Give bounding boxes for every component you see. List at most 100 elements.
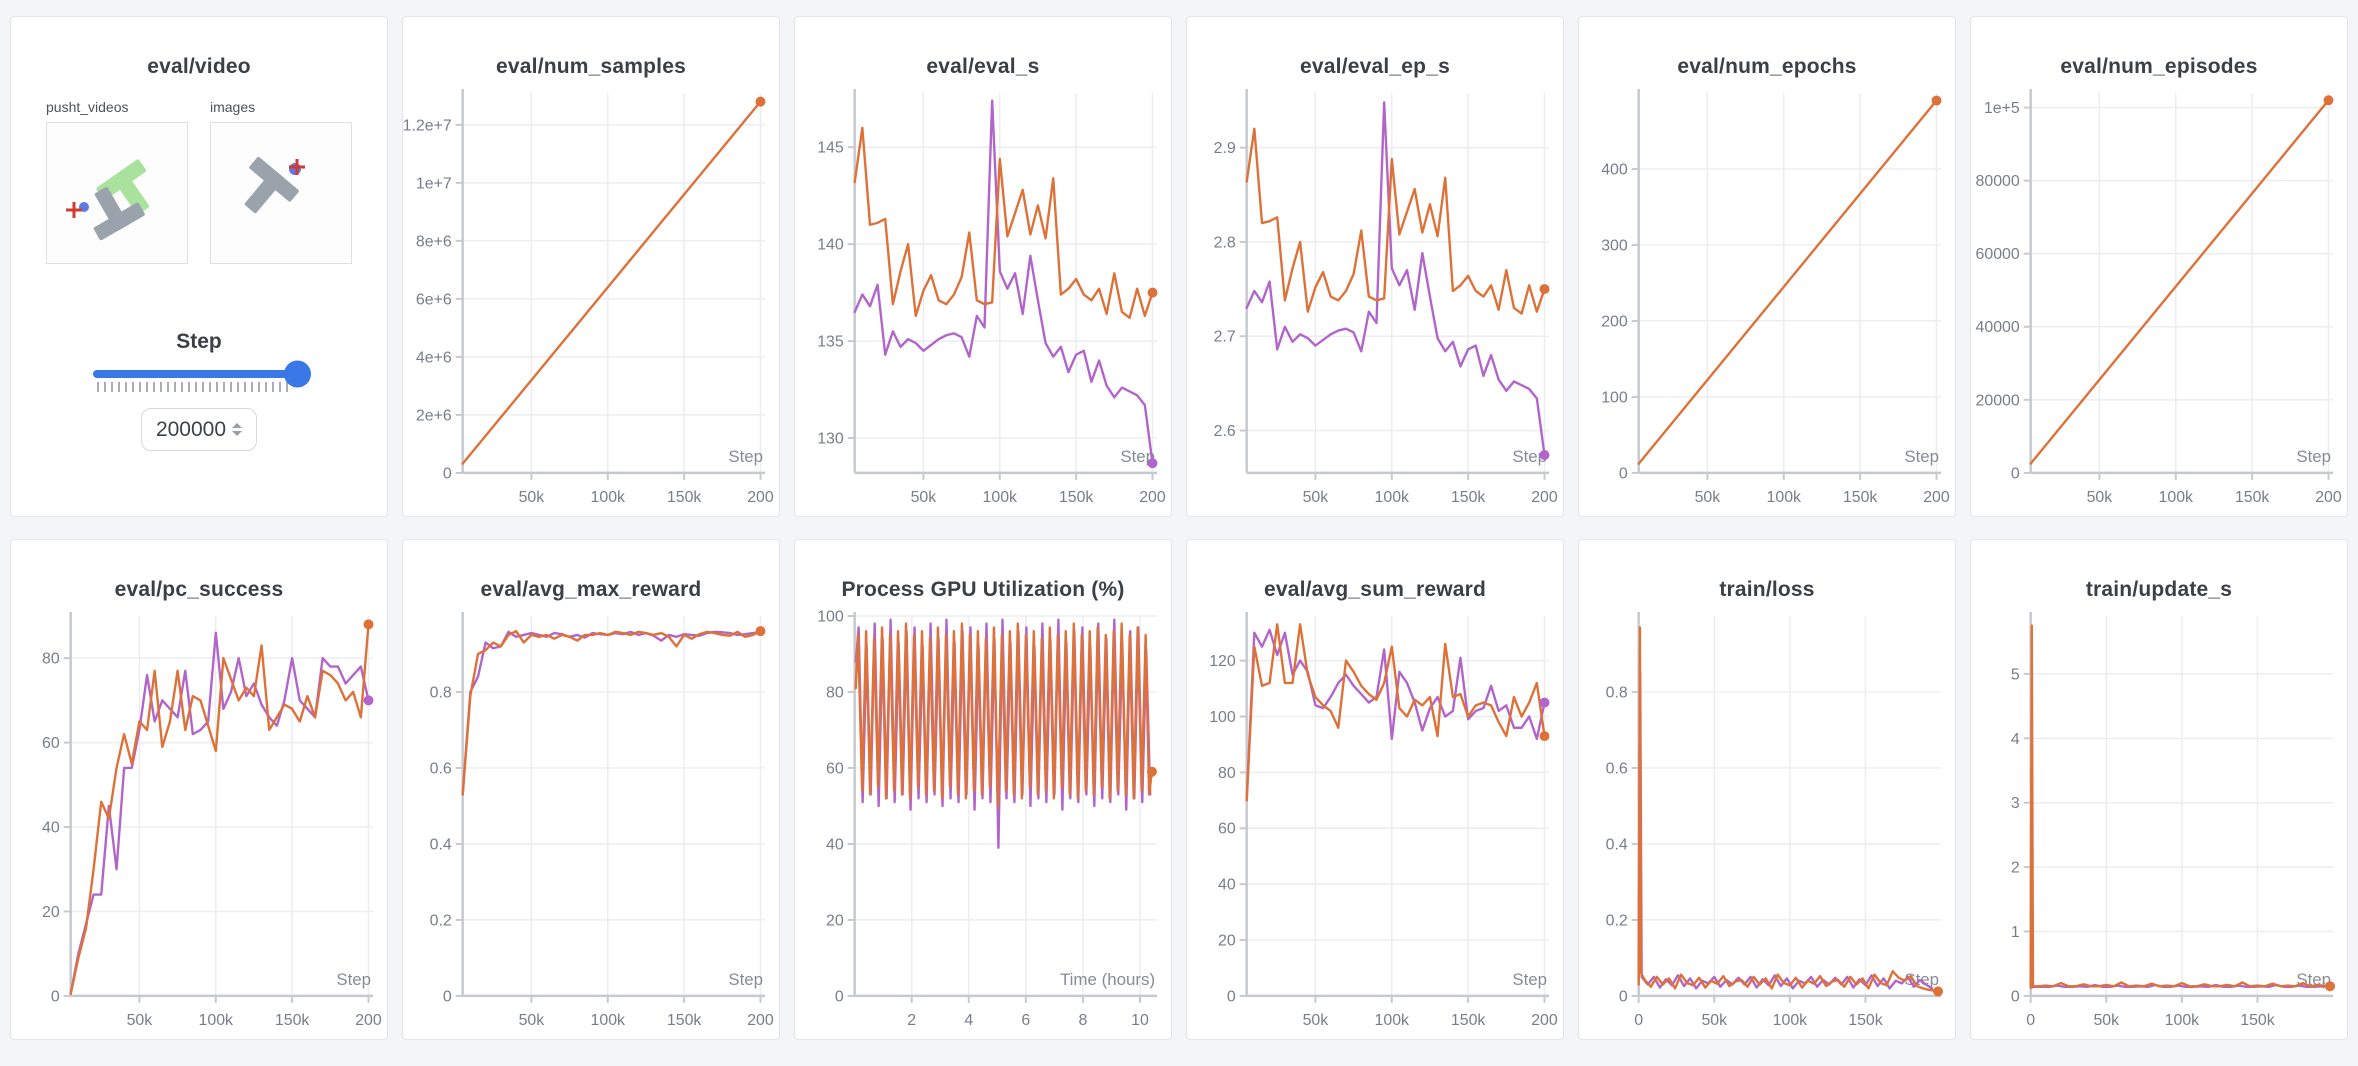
line-chart[interactable]: 2.6 2.7 2.8 2.9 50k 100k 150k 200 Step <box>1187 83 1563 517</box>
stepper-up-icon[interactable] <box>232 423 243 428</box>
svg-text:60: 60 <box>826 760 844 777</box>
images-thumbnail[interactable] <box>210 122 352 264</box>
svg-text:150k: 150k <box>1843 489 1878 506</box>
line-chart[interactable]: 130 135 140 145 50k 100k 150k 200 Step <box>795 83 1171 517</box>
svg-text:5: 5 <box>2011 666 2020 683</box>
svg-text:135: 135 <box>817 334 844 351</box>
svg-text:50k: 50k <box>1303 489 1329 506</box>
svg-text:100k: 100k <box>591 489 626 506</box>
step-slider-track[interactable] <box>93 360 311 388</box>
step-value-input[interactable]: 200000 <box>141 408 257 451</box>
panel-title: eval/num_epochs <box>1677 55 1857 78</box>
svg-text:60: 60 <box>42 735 60 752</box>
svg-text:80: 80 <box>826 684 844 701</box>
svg-text:400: 400 <box>1601 161 1628 178</box>
svg-text:80000: 80000 <box>1976 173 2020 190</box>
svg-text:50k: 50k <box>1701 1012 1727 1029</box>
line-chart[interactable]: 0 20000 40000 60000 80000 1e+5 50k 100k 150k 200 S… <box>1971 83 2347 517</box>
svg-text:150k: 150k <box>1451 489 1486 506</box>
svg-text:150k: 150k <box>275 1012 310 1029</box>
svg-text:50k: 50k <box>1695 489 1721 506</box>
svg-text:0: 0 <box>443 988 452 1005</box>
svg-text:2.7: 2.7 <box>1214 329 1236 346</box>
line-chart[interactable]: 0 2e+6 4e+6 6e+6 8e+6 1e+7 1.2e+7 50k 100k 150k 20… <box>403 83 779 517</box>
svg-text:2e+6: 2e+6 <box>416 407 452 424</box>
line-chart[interactable]: 0 20 40 60 80 50k 100k 150k 200 Step <box>11 606 387 1040</box>
media-item-pusht-videos: pusht_videos <box>46 99 188 264</box>
svg-text:300: 300 <box>1601 237 1628 254</box>
panel-eval-num-episodes[interactable]: eval/num_episodes 0 20000 40000 60000 80000 1… <box>1970 16 2348 517</box>
panel-eval-num-epochs[interactable]: eval/num_epochs 0 100 200 300 400 50k 100k 150k… <box>1578 16 1956 517</box>
svg-text:200: 200 <box>2315 489 2342 506</box>
panel-eval-avg-sum-reward[interactable]: eval/avg_sum_reward 0 20 40 60 80 100 120 50k 10… <box>1186 539 1564 1040</box>
step-slider-block: Step 200000 <box>11 330 387 451</box>
svg-text:2.8: 2.8 <box>1214 234 1236 251</box>
svg-text:0: 0 <box>51 988 60 1005</box>
svg-text:Step: Step <box>1512 447 1547 466</box>
line-chart[interactable]: 0 20 40 60 80 100 120 50k 100k 150k 200 Step <box>1187 606 1563 1040</box>
svg-text:100k: 100k <box>591 1012 626 1029</box>
svg-text:150k: 150k <box>2235 489 2270 506</box>
svg-text:200: 200 <box>747 489 774 506</box>
panel-eval-video[interactable]: eval/video pusht_videos <box>10 16 388 517</box>
svg-text:150k: 150k <box>1848 1012 1883 1029</box>
svg-text:200: 200 <box>1531 1012 1558 1029</box>
panel-title: eval/eval_s <box>926 55 1040 78</box>
svg-text:100: 100 <box>1209 709 1236 726</box>
line-chart[interactable]: 0 0.2 0.4 0.6 0.8 50k 100k 150k 200 Step <box>403 606 779 1040</box>
svg-text:0.6: 0.6 <box>430 760 452 777</box>
media-row: pusht_videos <box>46 99 352 264</box>
svg-text:50k: 50k <box>1303 1012 1329 1029</box>
svg-text:200: 200 <box>1531 489 1558 506</box>
panel-title: eval/video <box>147 55 251 78</box>
step-slider-thumb[interactable] <box>284 360 311 388</box>
line-chart[interactable]: 0 100 200 300 400 50k 100k 150k 200 Step <box>1579 83 1955 517</box>
panel-title: eval/num_episodes <box>2060 55 2258 78</box>
line-chart[interactable]: 0 20 40 60 80 100 2 4 6 8 10 Time (hours) <box>795 606 1171 1040</box>
svg-text:0.4: 0.4 <box>1606 836 1628 853</box>
svg-text:Step: Step <box>728 970 763 989</box>
svg-text:1.2e+7: 1.2e+7 <box>403 117 452 134</box>
svg-text:0: 0 <box>2011 988 2020 1005</box>
panel-title: eval/avg_sum_reward <box>1263 578 1487 601</box>
svg-text:0: 0 <box>835 988 844 1005</box>
panel-train-update-s[interactable]: train/update_s 0 1 2 3 4 5 0 50k 100k 150k Step <box>1970 539 2348 1040</box>
svg-text:50k: 50k <box>519 1012 545 1029</box>
svg-text:100k: 100k <box>2165 1012 2200 1029</box>
svg-text:200: 200 <box>747 1012 774 1029</box>
step-slider-tick-marks <box>97 382 293 392</box>
svg-text:2.9: 2.9 <box>1214 140 1236 157</box>
svg-text:50k: 50k <box>911 489 937 506</box>
panel-eval-pc-success[interactable]: eval/pc_success 0 20 40 60 80 50k 100k 150k 200 S… <box>10 539 388 1040</box>
stepper-icons <box>232 423 243 436</box>
svg-text:50k: 50k <box>519 489 545 506</box>
svg-text:140: 140 <box>817 237 844 254</box>
stepper-down-icon[interactable] <box>232 431 243 436</box>
panel-eval-num-samples[interactable]: eval/num_samples 0 2e+6 4e+6 6e+6 8e+6 1e+7 1.… <box>402 16 780 517</box>
panel-eval-avg-max-reward[interactable]: eval/avg_max_reward 0 0.2 0.4 0.6 0.8 50k 100k… <box>402 539 780 1040</box>
panel-title: train/loss <box>1719 578 1815 601</box>
panel-train-loss[interactable]: train/loss 0 0.2 0.4 0.6 0.8 0 50k 100k 150k Step <box>1578 539 1956 1040</box>
panel-eval-eval-ep-s[interactable]: eval/eval_ep_s 2.6 2.7 2.8 2.9 50k 100k 150k 20… <box>1186 16 1564 517</box>
svg-text:1: 1 <box>2011 924 2020 941</box>
svg-text:40000: 40000 <box>1976 319 2020 336</box>
svg-text:4e+6: 4e+6 <box>416 349 452 366</box>
svg-text:1e+5: 1e+5 <box>1984 100 2020 117</box>
svg-text:0: 0 <box>1619 988 1628 1005</box>
pusht-video-thumbnail[interactable] <box>46 122 188 264</box>
media-label: images <box>210 99 256 115</box>
svg-text:0: 0 <box>1634 1012 1643 1029</box>
step-slider[interactable] <box>93 360 311 392</box>
svg-text:0: 0 <box>2011 465 2020 482</box>
svg-text:Step: Step <box>728 447 763 466</box>
svg-text:40: 40 <box>826 836 844 853</box>
panel-process-gpu-utilization[interactable]: Process GPU Utilization (%) 0 20 40 60 80 100… <box>794 539 1172 1040</box>
svg-text:100k: 100k <box>1773 1012 1808 1029</box>
panel-eval-eval-s[interactable]: eval/eval_s 130 135 140 145 50k 100k 150k 200 St… <box>794 16 1172 517</box>
gray-t-shape <box>93 187 145 241</box>
svg-text:100: 100 <box>817 608 844 625</box>
svg-text:Step: Step <box>1120 447 1155 466</box>
